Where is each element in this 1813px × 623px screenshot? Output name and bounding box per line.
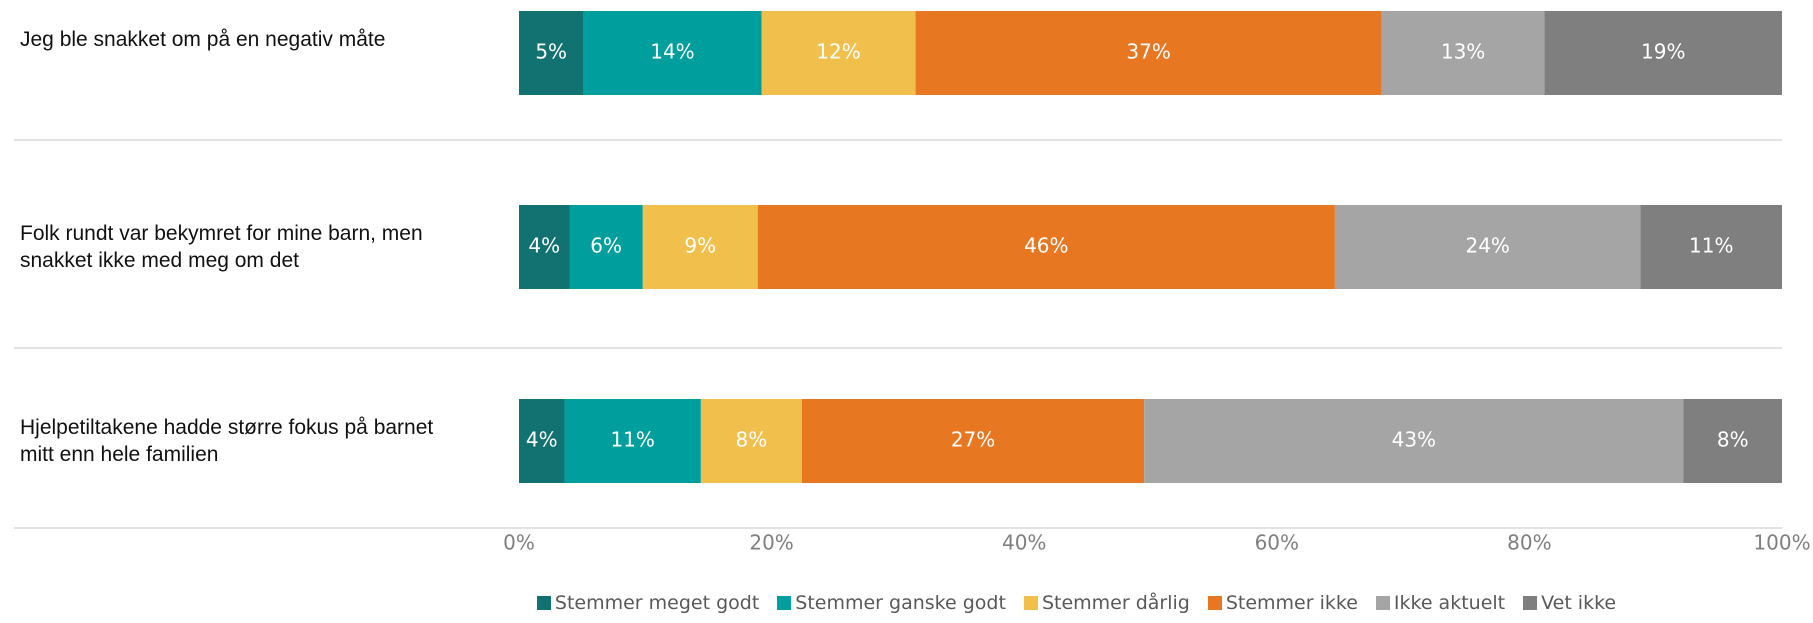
legend-label: Stemmer ganske godt bbox=[795, 592, 1006, 614]
data-label: 6% bbox=[590, 234, 622, 258]
x-tick-label: 100% bbox=[1753, 531, 1810, 555]
bar-segment bbox=[1640, 205, 1782, 289]
legend-item: Stemmer meget godt bbox=[536, 592, 760, 614]
x-tick-label: 40% bbox=[1002, 531, 1046, 555]
legend-swatch bbox=[777, 596, 792, 610]
bar-segment bbox=[1683, 399, 1782, 483]
legend-swatch bbox=[1023, 596, 1038, 610]
legend-label: Stemmer dårlig bbox=[1041, 592, 1190, 614]
bar-segment bbox=[761, 11, 916, 95]
data-label: 14% bbox=[650, 40, 694, 64]
category-label: Hjelpetiltakene hadde større fokus på ba… bbox=[20, 416, 434, 466]
bar-segment bbox=[1544, 11, 1782, 95]
legend-swatch bbox=[1523, 596, 1538, 610]
legend-swatch bbox=[536, 596, 551, 610]
data-label: 46% bbox=[1024, 234, 1068, 258]
bar-segment bbox=[583, 11, 762, 95]
bar-segment bbox=[519, 205, 570, 289]
legend-label: Ikke aktuelt bbox=[1393, 592, 1506, 614]
bar-segment bbox=[1381, 11, 1545, 95]
data-label: 8% bbox=[1717, 428, 1749, 452]
legend-label: Stemmer meget godt bbox=[554, 592, 760, 614]
bar-segment bbox=[1334, 205, 1641, 289]
data-label: 11% bbox=[610, 428, 654, 452]
data-label: 4% bbox=[526, 428, 558, 452]
category-label: Folk rundt var bekymret for mine barn, m… bbox=[20, 222, 423, 272]
legend-item: Stemmer ganske godt bbox=[777, 592, 1006, 614]
data-label: 12% bbox=[816, 40, 860, 64]
bar-segment bbox=[915, 11, 1382, 95]
data-label: 9% bbox=[684, 234, 716, 258]
bar-segment bbox=[564, 399, 701, 483]
x-tick-label: 0% bbox=[503, 531, 535, 555]
legend-item: Stemmer dårlig bbox=[1023, 592, 1190, 614]
x-tick-label: 80% bbox=[1507, 531, 1551, 555]
data-label: 8% bbox=[736, 428, 768, 452]
bar-segment bbox=[519, 399, 565, 483]
bar-segment bbox=[569, 205, 643, 289]
bar-segment bbox=[642, 205, 758, 289]
category-label: Jeg ble snakket om på en negativ måte bbox=[20, 28, 386, 51]
data-label: 13% bbox=[1441, 40, 1485, 64]
data-label: 19% bbox=[1641, 40, 1685, 64]
data-label: 27% bbox=[951, 428, 995, 452]
legend: Stemmer meget godt Stemmer ganske godt Ste… bbox=[0, 592, 1813, 614]
data-label: 24% bbox=[1465, 234, 1509, 258]
legend-swatch bbox=[1207, 596, 1222, 610]
bar-segment bbox=[801, 399, 1145, 483]
data-label: 11% bbox=[1689, 234, 1733, 258]
data-label: 37% bbox=[1126, 40, 1170, 64]
legend-swatch bbox=[1375, 596, 1390, 610]
bar-segment bbox=[700, 399, 802, 483]
data-label: 43% bbox=[1392, 428, 1436, 452]
data-label: 5% bbox=[535, 40, 567, 64]
data-label: 4% bbox=[528, 234, 560, 258]
x-tick-label: 60% bbox=[1255, 531, 1299, 555]
bar-segment bbox=[757, 205, 1335, 289]
legend-item: Stemmer ikke bbox=[1207, 592, 1358, 614]
legend-item: Ikke aktuelt bbox=[1375, 592, 1506, 614]
legend-label: Stemmer ikke bbox=[1225, 592, 1358, 614]
legend-label: Vet ikke bbox=[1541, 592, 1617, 614]
bar-segment bbox=[519, 11, 584, 95]
x-tick-label: 20% bbox=[749, 531, 793, 555]
legend-item: Vet ikke bbox=[1523, 592, 1616, 614]
bar-segment bbox=[1144, 399, 1684, 483]
